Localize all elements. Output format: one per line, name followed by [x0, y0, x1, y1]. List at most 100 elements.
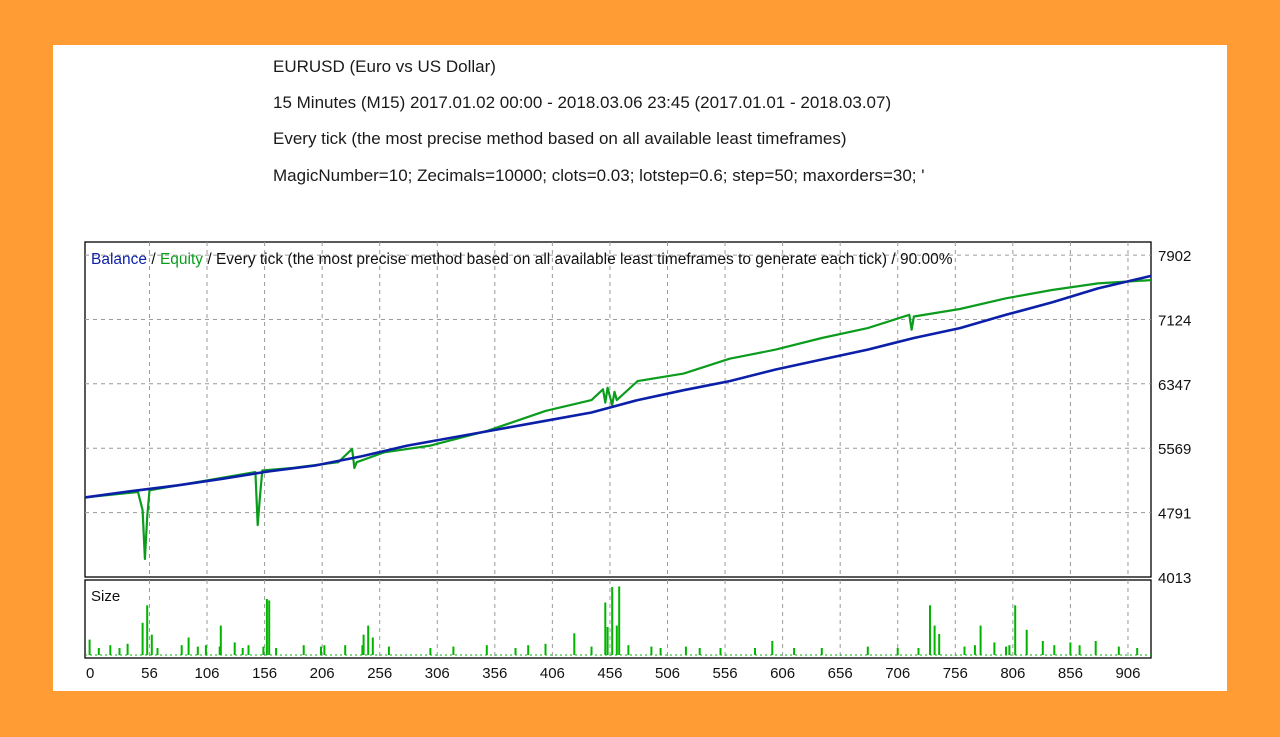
x-tick-label: 556: [713, 665, 738, 682]
size-bar: [1053, 645, 1056, 655]
legend-equity: Equity: [160, 251, 203, 268]
size-bar: [323, 645, 326, 655]
size-bars: [85, 586, 1151, 656]
size-bar: [367, 625, 370, 655]
size-bar: [150, 634, 153, 655]
main-plot-border: [84, 241, 1152, 578]
x-tick-label: 206: [310, 665, 335, 682]
size-plot-border: [84, 579, 1152, 659]
series-layer: [84, 274, 1152, 561]
size-bar: [544, 643, 547, 655]
size-bar: [618, 586, 621, 655]
size-bar: [485, 645, 488, 655]
size-bar: [387, 646, 390, 655]
x-tick-label: 0: [86, 665, 94, 682]
size-bar: [1014, 605, 1017, 655]
size-bar: [109, 645, 112, 655]
size-bar: [938, 634, 941, 655]
legend-sep: /: [147, 251, 160, 268]
size-bar: [1094, 641, 1097, 655]
size-bar: [719, 648, 722, 655]
size-bar: [371, 637, 374, 655]
size-bar: [627, 645, 630, 655]
size-bar: [615, 625, 618, 655]
legend-rest: / Every tick (the most precise method ba…: [203, 251, 953, 268]
report-panel: EURUSD (Euro vs US Dollar) 15 Minutes (M…: [53, 45, 1227, 691]
size-bar: [187, 637, 190, 655]
size-bar: [896, 648, 899, 655]
size-bar: [146, 605, 149, 655]
size-bar: [156, 648, 159, 655]
y-tick-label: 4013: [1158, 570, 1191, 587]
size-bar: [793, 648, 796, 655]
x-tick-label: 806: [1000, 665, 1025, 682]
size-bar: [88, 639, 91, 655]
size-bar: [268, 600, 271, 655]
size-bar: [320, 646, 322, 655]
size-bar: [233, 642, 236, 655]
size-bar: [979, 625, 982, 655]
size-bar: [362, 634, 365, 655]
size-bar: [1117, 646, 1120, 655]
size-bar: [97, 648, 100, 655]
size-bar: [344, 645, 347, 655]
size-bar: [963, 646, 966, 655]
size-bar: [302, 645, 305, 655]
size-bar: [361, 645, 364, 655]
size-bar: [219, 625, 222, 655]
size-bar: [684, 646, 687, 655]
x-tick-label: 856: [1058, 665, 1083, 682]
size-bar: [1069, 642, 1072, 655]
legend-balance: Balance: [91, 251, 147, 268]
size-bar: [118, 648, 121, 655]
y-tick-label: 7902: [1158, 248, 1191, 265]
x-tick-label: 906: [1115, 665, 1140, 682]
size-label: Size: [91, 588, 120, 605]
size-bar: [573, 633, 576, 655]
size-bar: [650, 646, 653, 655]
size-bar: [452, 646, 455, 655]
size-bar: [141, 622, 144, 655]
x-tick-label: 356: [482, 665, 507, 682]
size-bar: [993, 642, 996, 655]
size-bar: [917, 648, 920, 655]
size-bar: [590, 646, 593, 655]
size-bar: [514, 648, 517, 655]
size-bar: [196, 646, 199, 655]
y-tick-label: 5569: [1158, 441, 1191, 458]
size-bar: [275, 648, 278, 655]
size-bar: [1005, 646, 1007, 655]
size-bar: [241, 648, 244, 655]
x-tick-label: 306: [425, 665, 450, 682]
size-bar: [606, 627, 609, 655]
size-bar: [1136, 648, 1139, 655]
x-tick-label: 606: [770, 665, 795, 682]
balance-line: [84, 274, 1152, 499]
y-tick-label: 6347: [1158, 377, 1191, 394]
size-bar: [820, 648, 823, 655]
size-bar: [218, 646, 221, 655]
x-tick-label: 256: [367, 665, 392, 682]
size-bar: [866, 646, 869, 655]
size-bar: [1041, 641, 1044, 655]
size-bar: [604, 602, 607, 655]
size-bar: [754, 648, 756, 655]
x-tick-label: 56: [141, 665, 158, 682]
y-tick-label: 4791: [1158, 506, 1191, 523]
x-tick-label: 156: [252, 665, 277, 682]
size-bar: [659, 648, 662, 655]
grid-lines: [85, 242, 1151, 658]
size-bar: [262, 646, 265, 655]
tick-labels: 7902 7124 6347 5569 4791 4013 0 56 106 156 206 256 3…: [86, 248, 1191, 682]
size-bar: [429, 648, 432, 655]
size-bar: [698, 648, 701, 655]
size-bar: [265, 599, 268, 655]
x-tick-label: 456: [597, 665, 622, 682]
size-bar: [126, 643, 129, 655]
symbol-line: EURUSD (Euro vs US Dollar): [273, 57, 496, 76]
x-tick-label: 756: [943, 665, 968, 682]
period-line: 15 Minutes (M15) 2017.01.02 00:00 - 2018…: [273, 93, 892, 112]
size-bar: [973, 645, 976, 655]
x-tick-label: 406: [540, 665, 565, 682]
size-bar: [1078, 645, 1081, 655]
